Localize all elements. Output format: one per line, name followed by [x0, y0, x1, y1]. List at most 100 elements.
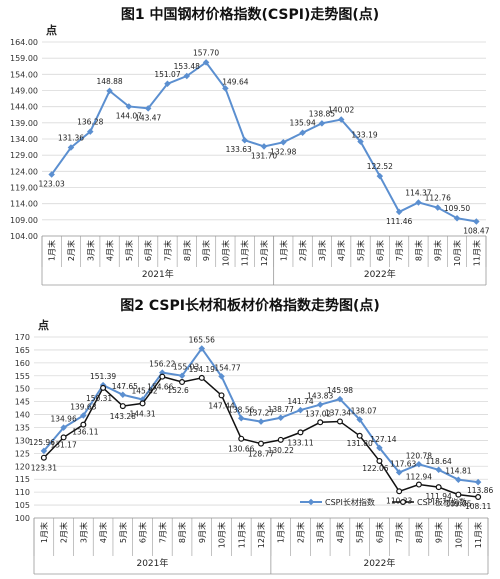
- data-label: 125.96: [29, 438, 55, 447]
- data-label: 151.39: [90, 372, 116, 381]
- x-tick-label: 3月末: [85, 240, 95, 261]
- data-label: 108.11: [465, 502, 491, 511]
- data-label: 165.56: [189, 335, 215, 344]
- x-tick-label: 9月末: [197, 522, 207, 543]
- data-label: 143.28: [110, 412, 136, 421]
- data-label: 133.11: [287, 438, 313, 447]
- data-label: 151.07: [154, 70, 180, 79]
- data-point: [337, 116, 345, 123]
- data-label: 154.19: [189, 365, 215, 374]
- y-tick-label: 145: [15, 398, 30, 407]
- data-point: [474, 478, 482, 486]
- x-tick-label: 4月末: [98, 522, 108, 543]
- x-tick-label: 8月末: [414, 522, 424, 543]
- x-tick-label: 10月末: [217, 522, 227, 548]
- y-tick-label: 119.00: [10, 184, 38, 193]
- x-tick-label: 5月末: [356, 240, 366, 261]
- data-point: [376, 172, 384, 180]
- x-tick-label: 7月末: [394, 240, 404, 261]
- data-label: 114.81: [445, 467, 471, 476]
- data-point: [202, 59, 210, 66]
- data-label: 138.56: [228, 405, 254, 414]
- y-axis-unit-label: 点: [38, 318, 49, 332]
- data-label: 128.77: [248, 450, 274, 459]
- data-point: [376, 444, 383, 452]
- data-label: 123.31: [31, 464, 57, 473]
- y-tick-label: 130: [15, 436, 30, 445]
- x-tick-label: 7月末: [394, 522, 404, 543]
- x-tick-label: 9月末: [433, 240, 443, 261]
- x-tick-label: 9月末: [434, 522, 444, 543]
- data-label: 120.78: [406, 451, 432, 460]
- data-label: 136.11: [72, 428, 98, 437]
- data-point: [178, 372, 186, 379]
- data-point: [60, 434, 67, 441]
- chart-title: 图1 中国钢材价格指数(CSPI)走势图(点): [120, 7, 380, 23]
- y-tick-label: 139.00: [10, 119, 38, 128]
- data-label: 150.31: [86, 394, 112, 403]
- y-tick-label: 129.00: [10, 151, 38, 160]
- data-label: 143.47: [135, 113, 161, 122]
- data-label: 127.14: [370, 435, 396, 444]
- data-label: 117.63: [390, 459, 416, 468]
- data-point: [277, 436, 284, 443]
- data-label: 133.19: [351, 131, 377, 140]
- data-label: 130.22: [268, 446, 294, 455]
- data-label: 154.77: [214, 363, 240, 372]
- legend-marker: [307, 498, 315, 506]
- y-tick-label: 124.00: [10, 167, 38, 176]
- data-label: 109.05: [445, 500, 471, 509]
- legend-label: CSPI长材指数: [325, 497, 375, 507]
- x-tick-label: 4月末: [336, 240, 346, 261]
- x-tick-label: 3月末: [317, 240, 327, 261]
- y-tick-label: 159.00: [10, 54, 38, 63]
- data-label: 141.74: [287, 397, 313, 406]
- data-point: [356, 432, 363, 439]
- chart-panel-1: 图1 中国钢材价格指数(CSPI)走势图(点) 点 104.00 109.00 114…: [10, 7, 490, 286]
- data-label: 145.98: [327, 386, 353, 395]
- data-point: [48, 171, 55, 178]
- data-label: 118.64: [426, 457, 452, 466]
- data-label: 155.03: [173, 363, 199, 372]
- y-tick-label: 135: [15, 424, 30, 433]
- x-tick-label: 11月末: [473, 522, 483, 548]
- data-label: 123.03: [39, 179, 65, 188]
- data-label: 137.34: [325, 408, 351, 417]
- data-point: [297, 406, 304, 414]
- data-point: [396, 488, 403, 495]
- data-point: [222, 85, 229, 92]
- data-label: 144.31: [129, 409, 155, 418]
- data-point: [435, 466, 442, 474]
- data-point: [238, 435, 245, 442]
- data-point: [218, 392, 225, 399]
- data-point: [125, 103, 133, 110]
- y-axis-unit-label: 点: [46, 23, 57, 37]
- y-tick-label: 144.00: [10, 103, 38, 112]
- data-point: [159, 373, 166, 380]
- data-label: 131.80: [347, 439, 373, 448]
- x-tick-label: 4月末: [335, 522, 345, 543]
- data-point: [395, 469, 403, 476]
- y-tick-label: 155: [15, 372, 30, 381]
- x-tick-label: 10月末: [453, 522, 463, 548]
- data-point: [100, 384, 107, 391]
- data-point: [260, 143, 268, 150]
- x-tick-label: 2月末: [298, 240, 308, 261]
- data-label: 110.33: [386, 496, 412, 505]
- chart-panel-2: 图2 CSPI长材和板材价格指数走势图(点) 点 100 105 110 115 120 1…: [0, 292, 500, 579]
- chart-2-plot: 点 100 105 110 115 120 125 130 135 140 145 150 155 160…: [15, 318, 493, 575]
- y-tick-label: 170: [15, 333, 30, 342]
- data-label: 145.82: [131, 387, 157, 396]
- data-label: 147.65: [112, 382, 138, 391]
- data-label: 131.17: [50, 440, 76, 449]
- x-tick-label: 11月末: [236, 522, 246, 548]
- data-point: [357, 138, 364, 145]
- x-tick-label: 9月末: [201, 240, 211, 261]
- data-label: 136.28: [77, 118, 103, 127]
- data-point: [316, 401, 324, 408]
- data-label: 133.63: [226, 145, 252, 154]
- data-point: [119, 391, 127, 399]
- data-point: [434, 204, 441, 211]
- data-point: [40, 454, 47, 461]
- data-label: 134.96: [50, 415, 76, 424]
